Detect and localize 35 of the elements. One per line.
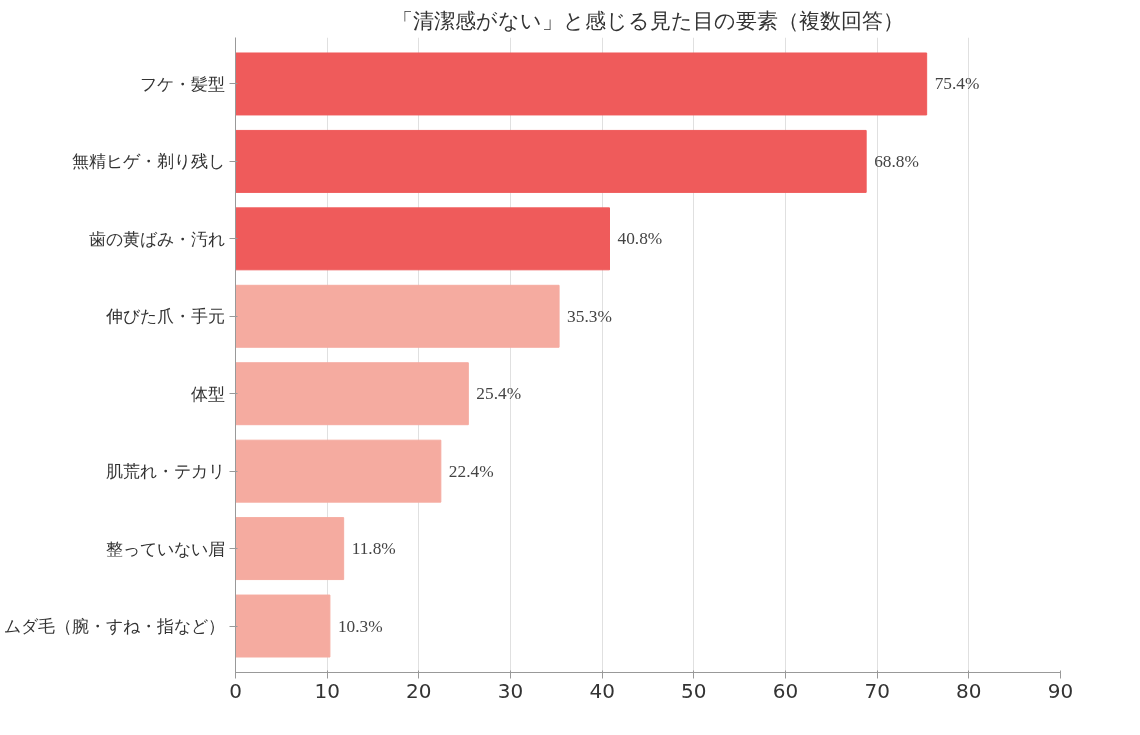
x-tick-label: 60 <box>772 678 799 703</box>
x-tick-label: 0 <box>229 678 242 703</box>
data-label: 22.4% <box>448 461 494 481</box>
bar <box>235 52 928 116</box>
bar <box>235 517 345 581</box>
y-tick-label: 伸びた爪・手元 <box>104 306 225 327</box>
x-tick-label: 80 <box>956 678 982 703</box>
bar <box>235 284 560 348</box>
x-tick-label: 50 <box>681 678 707 703</box>
data-label: 11.8% <box>351 539 396 559</box>
x-tick-label: 30 <box>497 678 524 703</box>
y-tick-label: 体型 <box>190 383 225 404</box>
data-label: 75.4% <box>934 74 980 94</box>
bar <box>235 439 442 503</box>
x-tick-label: 90 <box>1047 678 1074 703</box>
y-tick-label: 肌荒れ・テカリ <box>105 461 225 482</box>
y-tick-label: 無精ヒゲ・剃り残し <box>71 151 225 172</box>
data-label: 68.8% <box>874 151 919 171</box>
y-tick-label: フケ・髪型 <box>139 73 225 94</box>
data-label: 25.4% <box>476 384 522 404</box>
x-tick-label: 20 <box>406 678 432 703</box>
y-tick-label: 歯の黄ばみ・汚れ <box>88 228 225 249</box>
bar <box>235 207 610 271</box>
x-tick-label: 10 <box>314 678 340 703</box>
data-label: 35.3% <box>567 306 612 326</box>
bar <box>235 362 469 426</box>
bar <box>235 594 331 658</box>
data-label: 10.3% <box>337 616 383 636</box>
data-label: 40.8% <box>617 229 663 249</box>
y-tick-label: 整っていない眉 <box>105 538 225 559</box>
x-tick-label: 40 <box>589 678 615 703</box>
y-tick-label: ムダ毛（腕・すね・指など） <box>3 616 225 637</box>
chart-title: 「清潔感がない」と感じる見た目の要素（複数回答） <box>392 7 904 33</box>
x-tick-label: 70 <box>864 678 890 703</box>
bar <box>235 129 867 193</box>
